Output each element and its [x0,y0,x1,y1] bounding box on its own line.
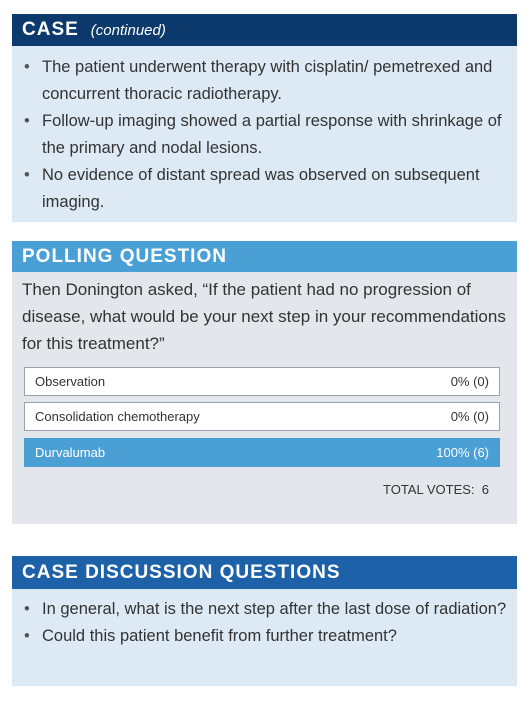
bullet: Could this patient benefit from further … [24,623,507,650]
poll-option: Observation 0% (0) [24,367,500,396]
discussion-header: CASE DISCUSSION QUESTIONS [12,556,517,589]
poll-title: POLLING QUESTION [22,245,227,267]
total-label: TOTAL VOTES: [383,482,475,497]
poll-option: Durvalumab 100% (6) [24,438,500,467]
case-header: CASE (continued) [12,14,517,46]
poll-body: Then Donington asked, “If the patient ha… [12,272,517,524]
poll-question: Then Donington asked, “If the patient ha… [22,280,506,353]
poll-option: Consolidation chemotherapy 0% (0) [24,402,500,431]
bullet: In general, what is the next step after … [24,596,507,623]
poll-section: POLLING QUESTION Then Donington asked, “… [12,241,517,524]
bullet: No evidence of distant spread was observ… [24,162,507,216]
poll-header: POLLING QUESTION [12,241,517,272]
discussion-body: In general, what is the next step after … [12,589,517,686]
discussion-section: CASE DISCUSSION QUESTIONS In general, wh… [12,556,517,686]
total-votes: TOTAL VOTES: 6 [383,482,489,497]
case-section: CASE (continued) The patient underwent th… [12,14,517,222]
option-result: 100% (6) [436,445,489,460]
discussion-list: In general, what is the next step after … [12,596,517,650]
case-title: CASE [22,19,79,40]
discussion-title: CASE DISCUSSION QUESTIONS [22,561,341,583]
total-value: 6 [481,482,489,497]
case-body: The patient underwent therapy with cispl… [12,46,517,222]
option-result: 0% (0) [450,374,489,389]
case-subtitle: (continued) [90,21,166,39]
bullet: The patient underwent therapy with cispl… [24,54,507,108]
case-list: The patient underwent therapy with cispl… [12,54,517,216]
option-label: Observation [35,374,106,389]
option-label: Durvalumab [35,445,106,460]
option-label: Consolidation chemotherapy [35,409,200,424]
option-result: 0% (0) [450,409,489,424]
bullet: Follow-up imaging showed a partial respo… [24,108,507,162]
